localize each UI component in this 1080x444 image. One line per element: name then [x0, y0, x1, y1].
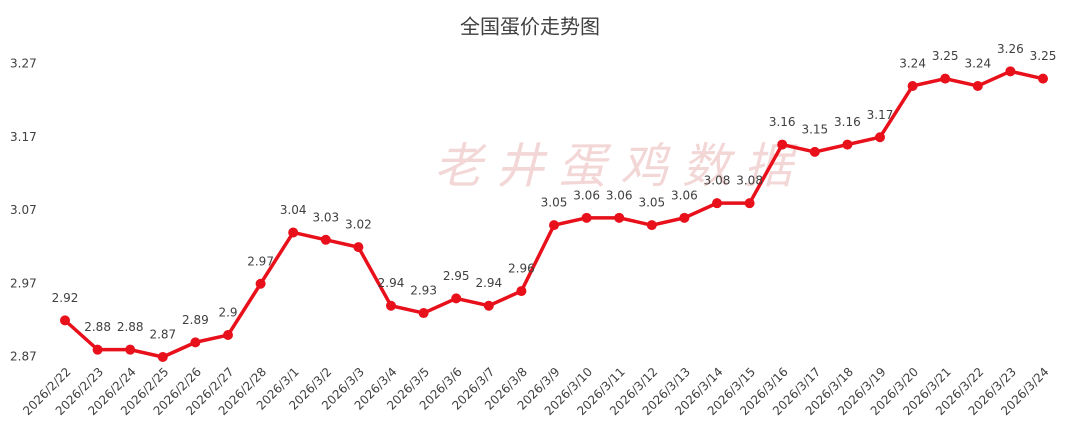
- y-tick-label: 3.07: [10, 203, 37, 217]
- data-label: 2.9: [218, 306, 237, 320]
- point: [516, 286, 527, 297]
- data-label: 2.89: [182, 313, 209, 327]
- point: [549, 220, 559, 231]
- data-label: 3.06: [671, 188, 698, 202]
- data-label: 2.97: [247, 254, 274, 268]
- point: [614, 212, 625, 223]
- point: [1005, 66, 1016, 77]
- point: [972, 80, 983, 91]
- data-label: 3.05: [638, 196, 665, 210]
- data-label: 2.88: [117, 320, 144, 334]
- point: [92, 344, 103, 355]
- point: [190, 337, 201, 348]
- data-label: 3.17: [867, 108, 894, 122]
- data-label: 2.94: [378, 276, 405, 290]
- point: [940, 73, 951, 84]
- chart-title: 全国蛋价走势图: [460, 15, 600, 39]
- data-label: 3.08: [736, 174, 763, 188]
- line: [63, 69, 1044, 359]
- data-label: 2.87: [149, 328, 176, 342]
- data-label: 3.24: [899, 56, 926, 70]
- point: [255, 278, 266, 289]
- data-label: 3.16: [769, 115, 796, 129]
- data-label: 3.26: [997, 42, 1024, 56]
- data-label: 2.88: [84, 320, 111, 334]
- y-tick-label: 3.27: [10, 57, 37, 71]
- data-label: 3.03: [312, 210, 339, 224]
- point: [744, 198, 755, 209]
- point: [451, 293, 462, 304]
- point: [418, 308, 429, 319]
- point: [157, 352, 168, 362]
- point: [223, 330, 233, 341]
- data-label: 3.08: [704, 174, 731, 188]
- point: [679, 212, 690, 223]
- point: [288, 227, 299, 238]
- data-label: 3.15: [801, 122, 828, 136]
- data-label: 3.02: [345, 218, 372, 232]
- point: [581, 212, 592, 223]
- point: [777, 139, 788, 150]
- point: [60, 315, 70, 326]
- watermark: 老井蛋鸡数据: [434, 139, 806, 195]
- point: [353, 242, 364, 253]
- data-label: 3.25: [932, 49, 959, 63]
- point: [386, 300, 396, 311]
- point: [809, 146, 820, 157]
- data-label: 3.25: [1030, 49, 1057, 63]
- data-label: 3.16: [834, 115, 861, 129]
- point: [125, 344, 136, 355]
- point: [1038, 73, 1048, 84]
- point: [842, 139, 853, 150]
- data-label: 2.93: [410, 284, 437, 298]
- data-label: 3.06: [573, 188, 600, 202]
- data-label: 3.24: [964, 56, 991, 70]
- data-label: 3.04: [280, 203, 307, 217]
- y-tick-label: 2.87: [10, 350, 37, 364]
- point: [320, 234, 331, 245]
- point: [712, 198, 722, 209]
- data-label: 2.96: [508, 262, 535, 276]
- data-label: 2.95: [443, 269, 470, 283]
- data-label: 2.92: [52, 291, 79, 305]
- data-label: 3.06: [606, 188, 633, 202]
- point: [646, 220, 657, 231]
- data-label: 2.94: [475, 276, 502, 290]
- y-tick-label: 3.17: [10, 130, 37, 144]
- point: [875, 132, 885, 143]
- y-tick-label: 2.97: [10, 276, 37, 290]
- point: [907, 80, 918, 91]
- data-label: 3.05: [541, 196, 568, 210]
- point: [483, 300, 494, 311]
